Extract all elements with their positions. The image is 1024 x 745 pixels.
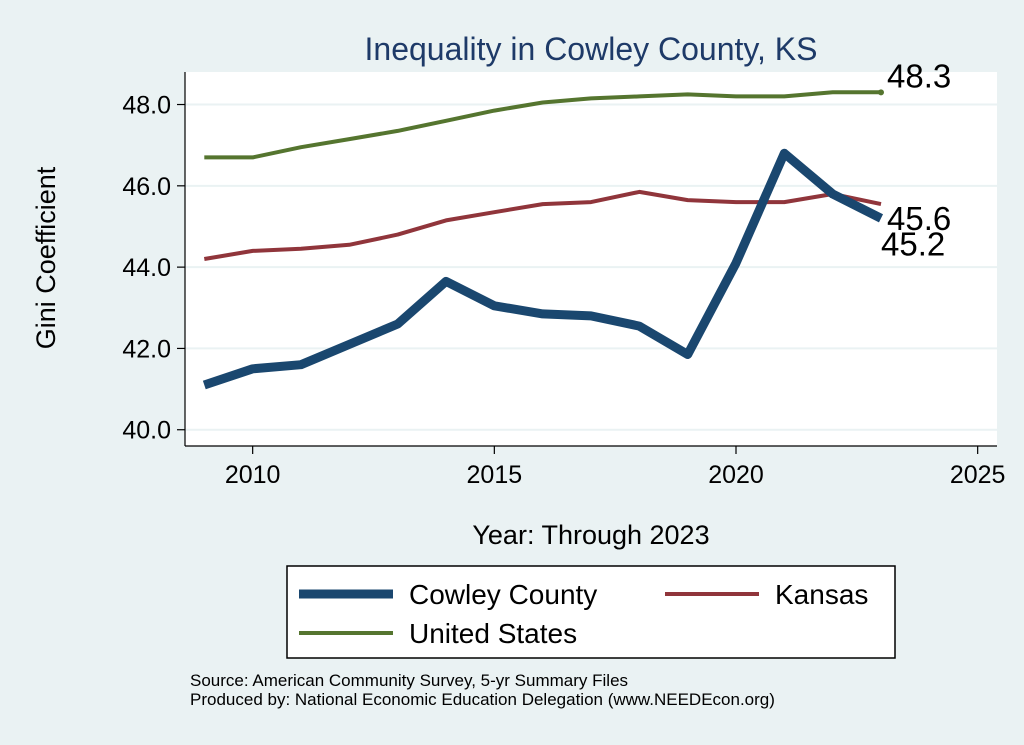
- footer: Source: American Community Survey, 5-yr …: [190, 671, 775, 709]
- x-tick-label: 2025: [950, 461, 1006, 489]
- legend-box: [286, 565, 896, 659]
- legend: Cowley County Kansas United States: [286, 565, 896, 659]
- grid: [185, 103, 997, 431]
- y-tick-label: 44.0: [122, 254, 171, 282]
- end-label-kansas: 45.6: [887, 200, 951, 237]
- us-end-marker: [878, 89, 884, 96]
- series-united-states-line: [204, 90, 881, 160]
- legend-label-kansas: Kansas: [775, 579, 868, 610]
- produced-by-note: Produced by: National Economic Education…: [190, 690, 775, 709]
- y-tick-label: 42.0: [122, 335, 171, 363]
- series-lines: [202, 89, 884, 390]
- y-tick-label: 48.0: [122, 92, 171, 120]
- x-tick-label: 2020: [708, 461, 764, 489]
- y-tick-label: 46.0: [122, 173, 171, 201]
- legend-label-cowley-county: Cowley County: [409, 579, 597, 610]
- plot-area: [185, 72, 997, 446]
- end-label-cowley-county: 45.2: [881, 225, 945, 262]
- x-axis-label: Year: Through 2023: [472, 520, 709, 550]
- y-axis-label: Gini Coefficient: [31, 166, 61, 349]
- x-tick-label: 2015: [467, 461, 523, 489]
- axes: 40.0 42.0 44.0 46.0 48.0 2010 2015 2020 2025: [122, 72, 1005, 489]
- source-note: Source: American Community Survey, 5-yr …: [190, 671, 629, 690]
- legend-label-united-states: United States: [409, 618, 577, 649]
- series-cowley-county-line: [202, 148, 884, 390]
- y-tick-label: 40.0: [122, 417, 171, 445]
- series-kansas-line: [203, 189, 882, 261]
- chart-title: Inequality in Cowley County, KS: [365, 31, 818, 67]
- x-tick-label: 2010: [225, 461, 281, 489]
- end-labels: 48.3 45.645.2: [881, 57, 951, 262]
- end-label-united-states: 48.3: [887, 57, 951, 94]
